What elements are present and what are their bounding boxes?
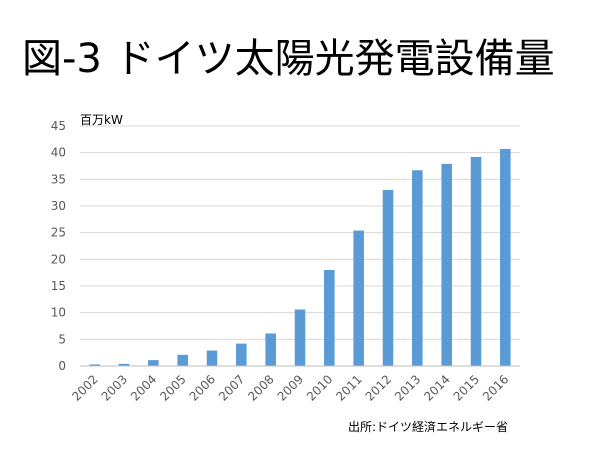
bar xyxy=(89,364,100,366)
x-tick-label: 2006 xyxy=(187,372,218,403)
gridlines xyxy=(80,125,520,340)
x-tick-label: 2010 xyxy=(304,372,335,403)
y-axis-unit-label: 百万kW xyxy=(80,113,123,127)
source-note: 出所:ドイツ経済エネルギー省 xyxy=(348,420,509,434)
bar xyxy=(441,163,452,366)
bar xyxy=(294,309,306,366)
bar xyxy=(470,156,482,366)
x-tick-label: 2015 xyxy=(451,372,482,403)
y-tick-label: 35 xyxy=(51,172,66,186)
x-tick-label: 2003 xyxy=(99,372,130,403)
x-tick-label: 2012 xyxy=(363,372,394,403)
x-tick-label: 2007 xyxy=(216,372,247,403)
bars xyxy=(89,148,511,366)
x-tick-label: 2008 xyxy=(245,372,276,403)
x-tick-label: 2016 xyxy=(480,372,511,403)
bar xyxy=(206,350,218,366)
bar xyxy=(118,363,130,366)
x-tick-label: 2005 xyxy=(157,372,188,403)
bar xyxy=(265,333,276,366)
y-tick-label: 0 xyxy=(58,359,66,373)
slide-title: 図-3 ドイツ太陽光発電設備量 xyxy=(22,36,555,82)
bar xyxy=(236,343,247,366)
x-tick-label: 2014 xyxy=(421,372,452,403)
bar xyxy=(412,170,423,366)
y-tick-label: 10 xyxy=(51,306,66,320)
y-tick-label: 30 xyxy=(51,199,66,213)
bar xyxy=(353,230,364,366)
y-tick-label: 45 xyxy=(51,119,66,133)
bar xyxy=(324,270,335,366)
bar xyxy=(500,148,511,366)
y-tick-labels: 0 5 10 15 20 25 30 35 40 45 xyxy=(51,119,66,373)
x-tick-label: 2004 xyxy=(128,372,159,403)
x-tick-labels: 2002200320042005200620072008200920102011… xyxy=(69,372,511,403)
y-tick-label: 15 xyxy=(51,279,66,293)
bar xyxy=(177,354,188,366)
bar xyxy=(148,360,159,366)
x-tick-label: 2011 xyxy=(333,372,364,403)
y-tick-label: 40 xyxy=(51,146,66,160)
y-tick-label: 25 xyxy=(51,226,66,240)
x-tick-label: 2002 xyxy=(69,372,100,403)
x-tick-label: 2013 xyxy=(392,372,423,403)
y-tick-label: 20 xyxy=(51,252,66,266)
y-tick-label: 5 xyxy=(58,332,66,346)
bar xyxy=(382,190,394,366)
x-tick-label: 2009 xyxy=(275,372,306,403)
